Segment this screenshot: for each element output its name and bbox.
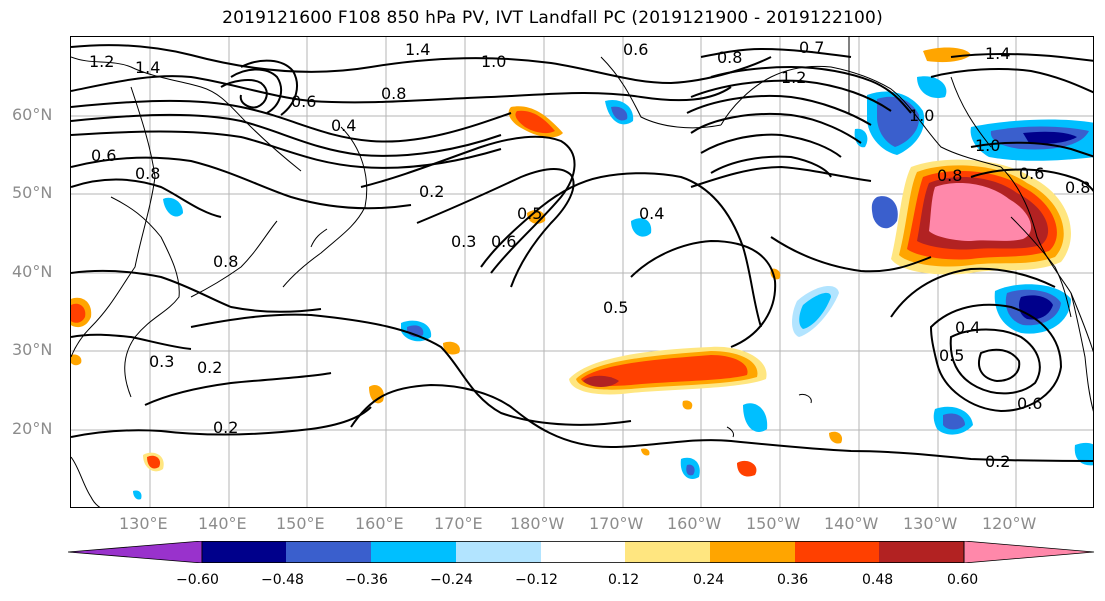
map-title: 2019121600 F108 850 hPa PV, IVT Landfall… xyxy=(222,8,883,28)
lon-label: 130°W xyxy=(903,514,958,533)
contour-label: 0.6 xyxy=(491,232,516,251)
contour-label: 1.4 xyxy=(405,40,430,59)
colorbar-tick-label: 0.36 xyxy=(777,572,809,588)
colorbar-bin xyxy=(371,541,456,563)
colorbar-tick-label: 0.60 xyxy=(947,572,979,588)
contour-label: 0.5 xyxy=(517,204,542,223)
contour-label: 0.2 xyxy=(419,182,444,201)
contour-label: 0.8 xyxy=(937,166,962,185)
coastlines xyxy=(71,37,1093,507)
colorbar-tick-label: 0.24 xyxy=(693,572,725,588)
contour-label: 0.2 xyxy=(213,418,238,437)
lat-label: 60°N xyxy=(12,105,53,124)
contour-label: 0.8 xyxy=(213,252,238,271)
contour-label: 0.8 xyxy=(135,164,160,183)
contour-label: 0.7 xyxy=(799,38,824,57)
lon-label: 170°W xyxy=(589,514,644,533)
lon-label: 150°E xyxy=(276,514,325,533)
lon-label: 120°W xyxy=(982,514,1037,533)
colorbar-tick-label: 0.12 xyxy=(608,572,640,588)
lon-label: 130°E xyxy=(119,514,168,533)
contour-label: 0.4 xyxy=(639,204,664,223)
map-canvas: 1.2 1.4 1.4 1.0 0.6 0.8 0.7 1.2 1.0 0.8 … xyxy=(71,37,1093,507)
lon-label: 180°W xyxy=(510,514,565,533)
contour-label: 1.0 xyxy=(909,106,934,125)
colorbar-bin xyxy=(795,541,879,563)
lon-label: 160°E xyxy=(355,514,404,533)
lon-label: 160°W xyxy=(667,514,722,533)
contour-label: 0.5 xyxy=(603,298,628,317)
colorbar-tick-label: −0.60 xyxy=(176,572,219,588)
lat-label: 30°N xyxy=(12,340,53,359)
contour-labels: 1.2 1.4 1.4 1.0 0.6 0.8 0.7 1.2 1.0 0.8 … xyxy=(89,38,1090,471)
colorbar-bin xyxy=(286,541,371,563)
contour-label: 0.6 xyxy=(623,40,648,59)
colorbar-extend-min xyxy=(67,540,203,564)
colorbar-bin xyxy=(456,541,541,563)
colorbar xyxy=(67,540,1096,567)
contour-label: 1.0 xyxy=(975,136,1000,155)
lat-label: 50°N xyxy=(12,183,53,202)
colorbar-bin xyxy=(879,541,964,563)
contour-label: 0.5 xyxy=(939,346,964,365)
contour-label: 0.8 xyxy=(381,84,406,103)
contour-label: 1.0 xyxy=(481,52,506,71)
contour-label: 0.4 xyxy=(331,116,356,135)
colorbar-bin xyxy=(541,541,625,563)
contour-label: 0.3 xyxy=(451,232,476,251)
lon-label: 140°E xyxy=(198,514,247,533)
colorbar-tick-label: 0.48 xyxy=(862,572,894,588)
contour-label: 0.4 xyxy=(955,318,980,337)
lat-label: 20°N xyxy=(12,419,53,438)
contour-label: 1.4 xyxy=(135,58,160,77)
map-panel: 1.2 1.4 1.4 1.0 0.6 0.8 0.7 1.2 1.0 0.8 … xyxy=(70,36,1094,508)
colorbar-bin xyxy=(625,541,710,563)
colorbar-tick-label: −0.36 xyxy=(345,572,388,588)
contour-label: 0.6 xyxy=(1017,394,1042,413)
contour-label: 0.2 xyxy=(985,452,1010,471)
pv-contours xyxy=(71,44,1093,462)
contour-label: 0.3 xyxy=(149,352,174,371)
contour-label: 0.8 xyxy=(1065,178,1090,197)
lon-label: 170°E xyxy=(434,514,483,533)
colorbar-bin xyxy=(202,541,286,563)
colorbar-bin xyxy=(710,541,795,563)
contour-label: 0.6 xyxy=(291,92,316,111)
positive-anomalies xyxy=(71,47,1071,477)
contour-label: 0.6 xyxy=(91,146,116,165)
colorbar-extend-max xyxy=(963,540,1095,564)
colorbar-svg xyxy=(67,540,1095,564)
lon-label: 150°W xyxy=(746,514,801,533)
contour-label: 1.2 xyxy=(781,68,806,87)
contour-label: 1.4 xyxy=(985,44,1010,63)
contour-label: 1.2 xyxy=(89,52,114,71)
contour-label: 0.8 xyxy=(717,48,742,67)
colorbar-tick-label: −0.12 xyxy=(515,572,558,588)
lat-label: 40°N xyxy=(12,262,53,281)
colorbar-tick-label: −0.24 xyxy=(430,572,473,588)
contour-label: 0.2 xyxy=(197,358,222,377)
colorbar-tick-label: −0.48 xyxy=(261,572,304,588)
contour-label: 0.6 xyxy=(1019,164,1044,183)
lon-label: 140°W xyxy=(824,514,879,533)
negative-anomalies xyxy=(133,76,1093,500)
